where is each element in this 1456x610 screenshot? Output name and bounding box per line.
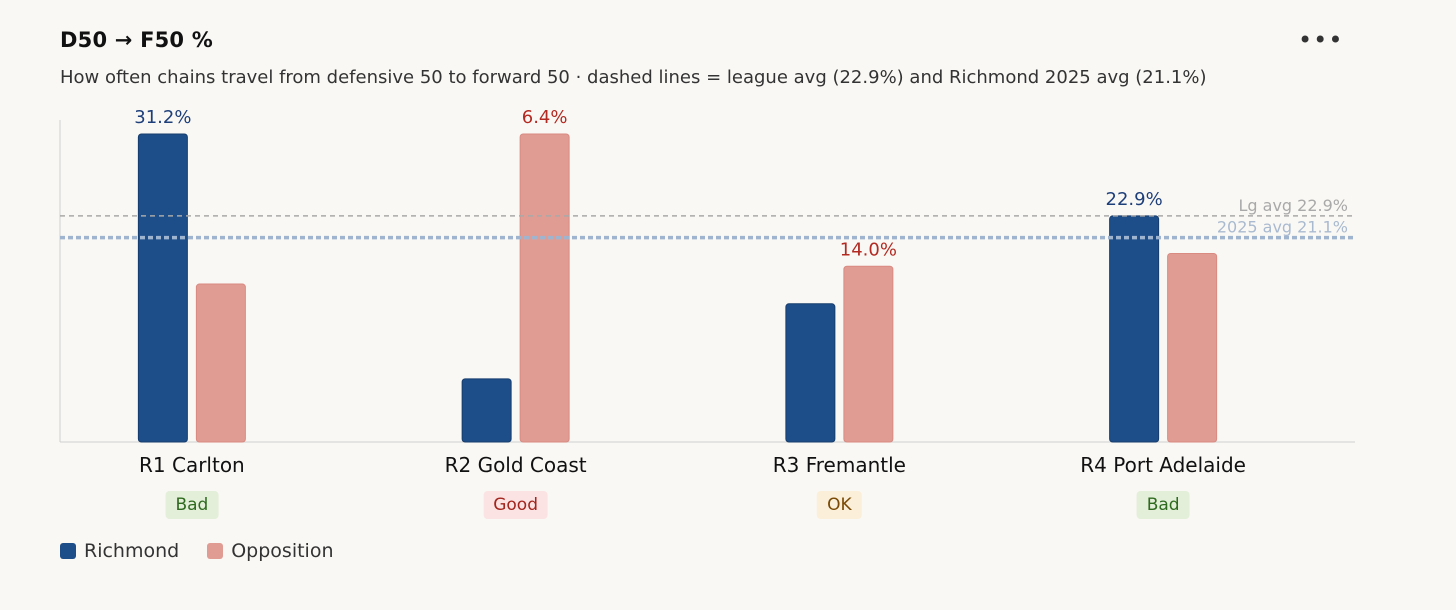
bar-richmond-4 — [1109, 215, 1160, 443]
more-options-icon[interactable]: ••• — [1298, 26, 1344, 54]
reference-line-label: 2025 avg 21.1% — [1217, 218, 1348, 237]
reference-line-label: Lg avg 22.9% — [1239, 196, 1349, 215]
x-tick-label: R4 Port Adelaide — [1080, 453, 1246, 477]
data-label: 6.4% — [522, 107, 568, 128]
legend: Richmond Opposition — [60, 540, 334, 562]
verdict-badge: OK — [817, 491, 862, 519]
bar-opposition-1 — [195, 283, 246, 443]
legend-item: Richmond — [60, 540, 179, 562]
verdict-badge: Bad — [165, 491, 219, 519]
bar-richmond-3 — [785, 303, 836, 443]
verdict-badge: Good — [483, 491, 549, 519]
x-tick-label: R2 Gold Coast — [445, 453, 587, 477]
legend-swatch — [207, 543, 224, 559]
bar-opposition-3 — [843, 265, 894, 443]
legend-label: Opposition — [231, 540, 334, 562]
chart-subtitle: How often chains travel from defensive 5… — [60, 67, 1207, 88]
legend-swatch — [60, 543, 76, 559]
x-tick-label: R3 Fremantle — [773, 453, 906, 477]
chart-title: D50 → F50 % — [60, 28, 213, 52]
bar-opposition-4 — [1167, 252, 1218, 443]
bar-opposition-2 — [519, 133, 570, 443]
legend-item: Opposition — [207, 540, 334, 562]
data-label: 14.0% — [840, 239, 897, 260]
x-tick-label: R1 Carlton — [139, 453, 245, 477]
data-label: 22.9% — [1106, 189, 1163, 210]
bar-richmond-1 — [137, 133, 188, 443]
verdict-badge: Bad — [1136, 491, 1190, 519]
bar-chart: R1 Carlton R2 Gold Coast R3 Fremantle R4 Po… — [59, 107, 1355, 477]
data-label: 31.2% — [134, 107, 191, 128]
legend-label: Richmond — [84, 540, 180, 562]
bar-richmond-2 — [461, 378, 512, 443]
